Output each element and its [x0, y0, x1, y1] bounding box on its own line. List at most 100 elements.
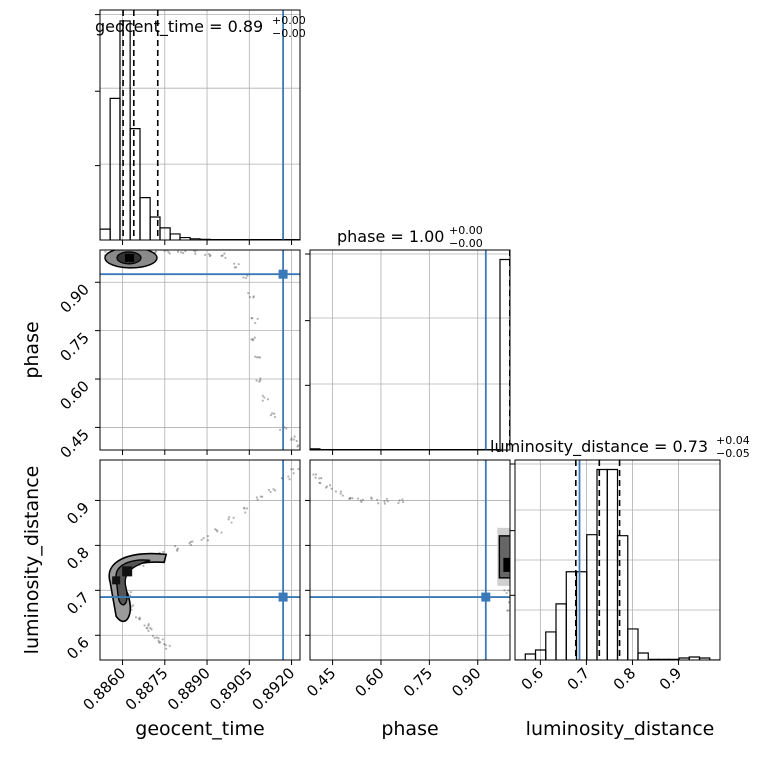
histogram-bar	[524, 653, 537, 660]
scatter-point	[296, 445, 299, 448]
scatter-point	[173, 545, 177, 548]
scatter-point	[164, 644, 167, 647]
panel-frame	[99, 249, 301, 451]
scatter-point	[261, 495, 264, 498]
scatter-point	[243, 507, 246, 510]
histogram-bar	[100, 228, 111, 240]
scatter-point	[227, 518, 230, 521]
scatter-point	[104, 250, 107, 253]
histogram-bar	[129, 128, 141, 240]
x-tick-label-geocent-time: 0.8905	[206, 664, 256, 714]
x-tick-label-phase: 0.45	[303, 664, 339, 700]
scatter-geocent-time-luminosity-distance	[100, 460, 300, 660]
scatter-point	[232, 262, 236, 265]
histogram-bar	[698, 657, 711, 660]
scatter-point	[252, 296, 255, 299]
scatter-point	[180, 251, 183, 254]
histogram-bar	[109, 97, 121, 240]
density-core	[112, 576, 121, 585]
scatter-point	[189, 543, 193, 547]
scatter-point	[235, 266, 238, 269]
histogram-bar	[616, 535, 629, 660]
scatter-point	[274, 489, 277, 492]
scatter-point	[292, 438, 295, 441]
scatter-point	[376, 498, 379, 501]
scatter-point	[356, 497, 360, 500]
scatter-point	[339, 492, 342, 495]
scatter-point	[250, 338, 253, 341]
scatter-point	[252, 339, 255, 342]
scatter-point	[142, 564, 145, 568]
scatter-point	[319, 481, 322, 485]
scatter-point	[202, 536, 205, 540]
scatter-point	[255, 356, 259, 359]
scatter-point	[129, 590, 132, 594]
title-luminosity-distance-plus: +0.04	[716, 434, 750, 447]
scatter-point	[288, 478, 291, 481]
scatter-point	[215, 529, 218, 532]
scatter-point	[194, 252, 197, 256]
y-axis-label-phase: phase	[21, 321, 43, 378]
grid-p11	[310, 250, 510, 450]
scatter-point	[273, 412, 276, 415]
scatter-point	[242, 506, 246, 510]
scatter-point	[320, 477, 323, 480]
density-core	[122, 566, 133, 577]
scatter-point	[200, 538, 203, 541]
scatter-point	[259, 495, 262, 498]
scatter-point	[251, 317, 254, 320]
scatter-point	[377, 502, 380, 505]
scatter-point	[287, 475, 290, 478]
panel-frame	[99, 459, 301, 661]
title-phase-minus: −0.00	[449, 237, 483, 250]
scatter-point	[383, 502, 386, 505]
scatter-point	[266, 398, 270, 401]
scatter-point	[506, 609, 509, 612]
x-tick-label-luminosity-distance: 0.8	[610, 664, 640, 694]
grid-p21	[310, 460, 510, 660]
truth-marker	[278, 592, 288, 602]
phase-vs-geocent-time-panel: 0.45 0.60 0.75 0.90	[56, 249, 301, 462]
scatter-point	[220, 254, 223, 257]
scatter-point	[157, 639, 160, 642]
y-tick-label-luminosity-distance: 0.7	[63, 588, 93, 618]
grid-p22	[515, 460, 720, 660]
histogram-phase	[310, 250, 510, 450]
scatter-point	[223, 252, 226, 255]
scatter-point	[221, 254, 224, 257]
scatter-point	[273, 415, 277, 419]
x-axis-label-luminosity-distance: luminosity_distance	[526, 718, 715, 740]
scatter-point	[383, 500, 386, 503]
x-axis-label-phase: phase	[381, 718, 438, 740]
scatter-point	[256, 498, 259, 501]
y-tick-label-phase: 0.75	[56, 329, 92, 365]
scatter-point	[248, 296, 252, 299]
scatter-point	[206, 539, 210, 542]
title-luminosity-distance-minus: −0.05	[716, 447, 750, 460]
histogram-bar	[545, 631, 557, 660]
scatter-point	[176, 549, 179, 552]
scatter-point	[312, 473, 315, 476]
x-tick-label-geocent-time: 0.8920	[249, 664, 299, 714]
histogram-bar	[565, 571, 578, 660]
scatter-point	[349, 496, 352, 500]
x-tick-label-phase: 0.60	[351, 664, 387, 700]
scatter-point	[253, 336, 256, 339]
scatter-point	[507, 601, 510, 604]
y-tick-label-luminosity-distance: 0.8	[63, 543, 93, 573]
scatter-point	[269, 490, 272, 494]
scatter-point	[290, 468, 293, 471]
scatter-point	[167, 250, 170, 254]
scatter-point	[251, 337, 254, 341]
scatter-point	[324, 486, 328, 489]
scatter-point	[351, 497, 354, 500]
scatter-point	[293, 435, 296, 438]
scatter-point	[162, 550, 165, 554]
scatter-point	[153, 636, 156, 640]
scatter-point	[330, 487, 333, 490]
density-core	[503, 557, 510, 572]
truth-marker	[278, 269, 288, 279]
scatter-point	[228, 516, 231, 519]
histogram-geocent-time	[100, 10, 300, 240]
